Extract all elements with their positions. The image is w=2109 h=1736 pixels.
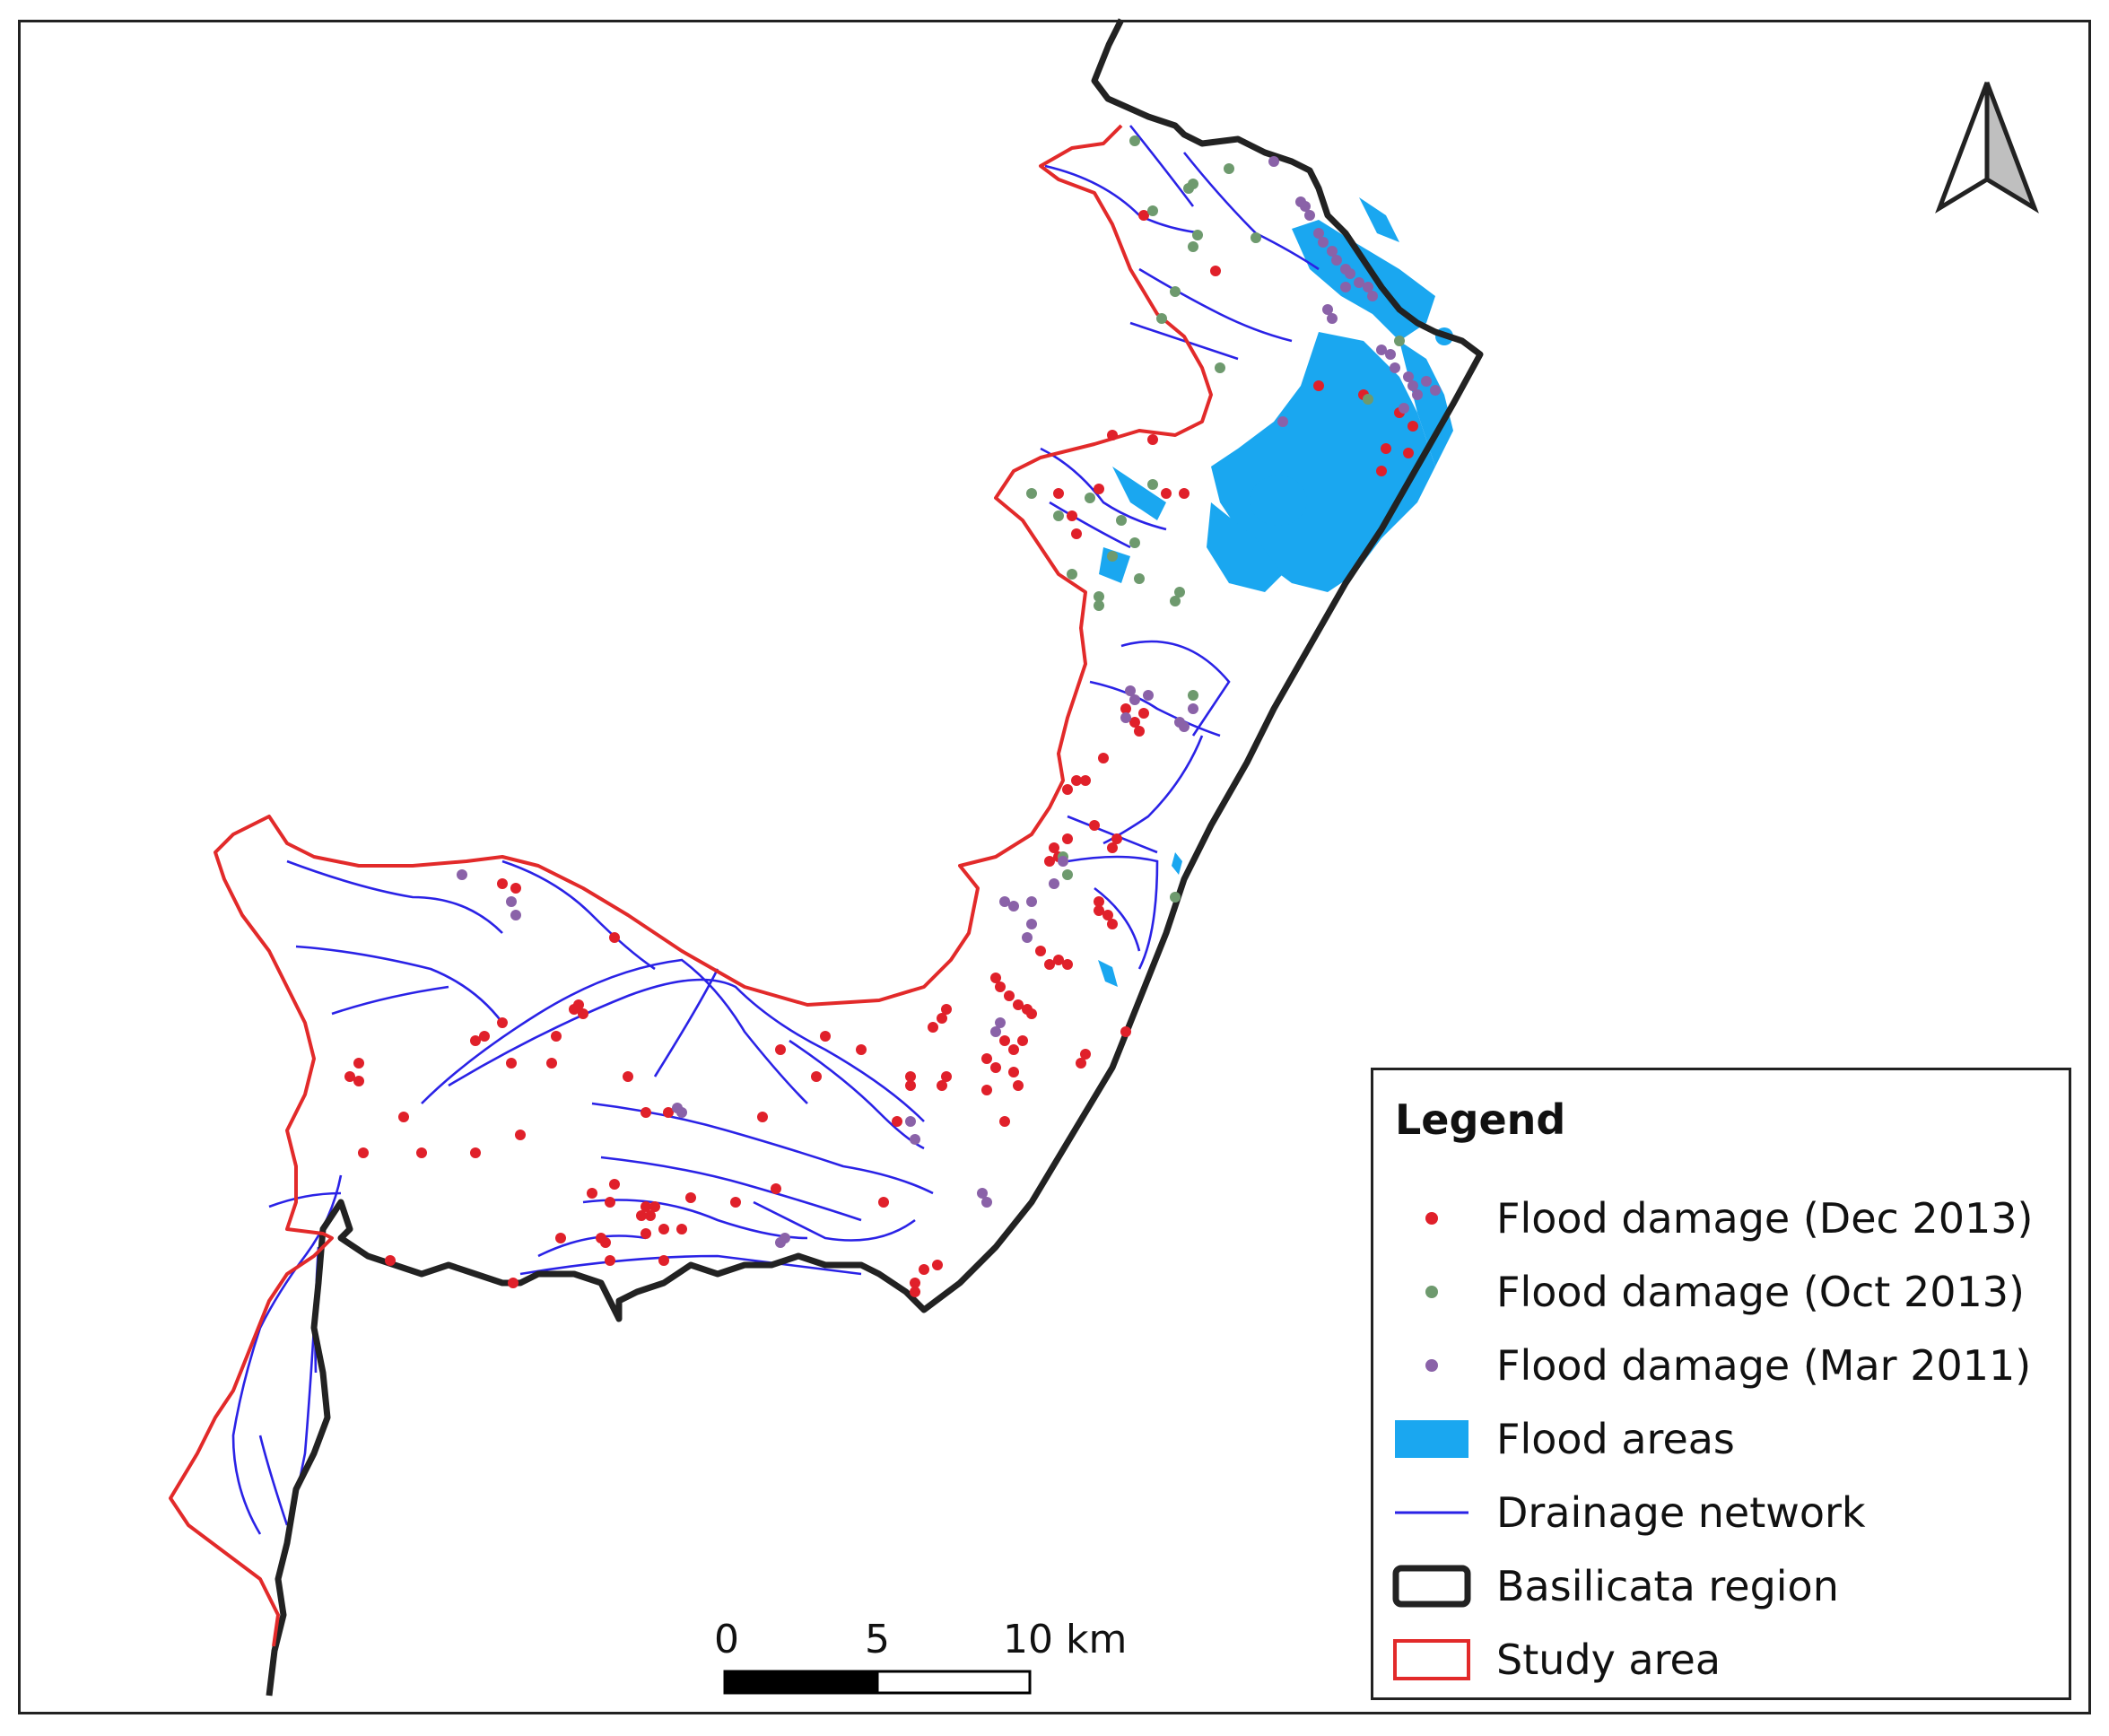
legend-label: Flood damage (Oct 2013) — [1496, 1268, 2025, 1316]
legend-item-flood-damage-dec-2013: Flood damage (Dec 2013) — [1373, 1187, 2069, 1250]
legend-label: Flood damage (Dec 2013) — [1496, 1194, 2034, 1243]
legend-label: Study area — [1496, 1636, 1721, 1684]
legend-title: Legend — [1395, 1095, 1566, 1144]
legend-label: Flood areas — [1496, 1415, 1735, 1463]
legend-item-drainage-network: Drainage network — [1373, 1481, 2069, 1544]
blue-fill-swatch-icon — [1395, 1420, 1468, 1458]
flood-damage-mar-2011-points — [457, 156, 1441, 1248]
study-area-boundary — [169, 124, 1213, 1647]
flood-damage-dec-2013-points — [344, 210, 1418, 1297]
scale-label-10km: 10 km — [1003, 1617, 1128, 1662]
scale-label-0: 0 — [714, 1617, 739, 1662]
north-arrow-icon — [1935, 82, 2039, 214]
red-outline-swatch-icon — [1393, 1639, 1470, 1680]
legend-item-basilicata-region: Basilicata region — [1373, 1555, 2069, 1618]
black-outline-swatch-icon — [1392, 1565, 1471, 1608]
scale-label-5: 5 — [865, 1617, 890, 1662]
legend-label: Flood damage (Mar 2011) — [1496, 1341, 2032, 1390]
scale-bar — [723, 1670, 1032, 1695]
purple-dot-icon — [1425, 1359, 1438, 1372]
green-dot-icon — [1425, 1286, 1438, 1298]
legend-item-study-area: Study area — [1373, 1628, 2069, 1691]
flood-areas — [1098, 197, 1453, 987]
basilicata-region-boundary — [266, 18, 1484, 1697]
legend-item-flood-damage-oct-2013: Flood damage (Oct 2013) — [1373, 1261, 2069, 1323]
legend-item-flood-areas: Flood areas — [1373, 1408, 2069, 1470]
legend: Legend Flood damage (Dec 2013) Flood dam… — [1371, 1068, 2071, 1700]
red-dot-icon — [1425, 1212, 1438, 1225]
legend-label: Basilicata region — [1496, 1562, 1839, 1610]
legend-item-flood-damage-mar-2011: Flood damage (Mar 2011) — [1373, 1334, 2069, 1397]
drainage-network — [231, 125, 1320, 1544]
blue-line-icon — [1395, 1511, 1468, 1514]
legend-label: Drainage network — [1496, 1488, 1866, 1537]
